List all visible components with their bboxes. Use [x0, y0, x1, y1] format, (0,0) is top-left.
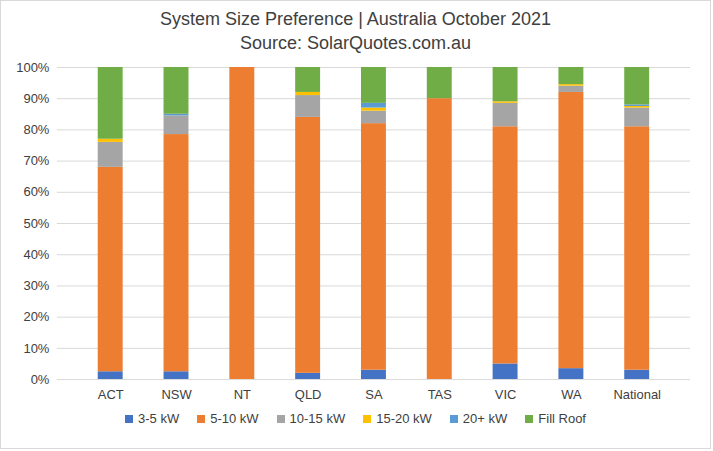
html-text:Source: SolarQuotes.com.au: Source: SolarQuotes.com.au	[239, 33, 472, 53]
svg-text:60%: 60%	[23, 184, 49, 199]
html-text:System Size Preference | Austr: System Size Preference | Australia Octob…	[160, 9, 551, 29]
svg-text:0%: 0%	[31, 372, 50, 387]
svg-text:80%: 80%	[23, 122, 49, 137]
svg-text:70%: 70%	[23, 153, 49, 168]
svg-text:30%: 30%	[23, 278, 49, 293]
svg-text:WA: WA	[561, 387, 582, 402]
svg-text:40%: 40%	[23, 247, 49, 262]
svg-text:100%: 100%	[16, 60, 50, 75]
html-text:Fill Roof: Fill Roof	[538, 411, 586, 426]
svg-text:VIC: VIC	[495, 387, 517, 402]
svg-text:TAS: TAS	[428, 387, 453, 402]
svg-text:ACT: ACT	[98, 387, 124, 402]
svg-text:QLD: QLD	[295, 387, 322, 402]
svg-text:10%: 10%	[23, 341, 49, 356]
svg-text:NSW: NSW	[161, 387, 192, 402]
svg-text:National: National	[613, 387, 661, 402]
html-text:10-15 kW: 10-15 kW	[289, 411, 346, 426]
svg-text:50%: 50%	[23, 216, 49, 231]
html-text:3-5 kW: 3-5 kW	[138, 411, 180, 426]
html-text:20+ kW: 20+ kW	[462, 411, 508, 426]
svg-text:NT: NT	[234, 387, 251, 402]
svg-text:SA: SA	[365, 387, 383, 402]
html-text:15-20 kW: 15-20 kW	[376, 411, 432, 426]
svg-text:90%: 90%	[23, 91, 49, 106]
svg-text:20%: 20%	[23, 309, 49, 324]
html-text:5-10 kW: 5-10 kW	[210, 411, 259, 426]
